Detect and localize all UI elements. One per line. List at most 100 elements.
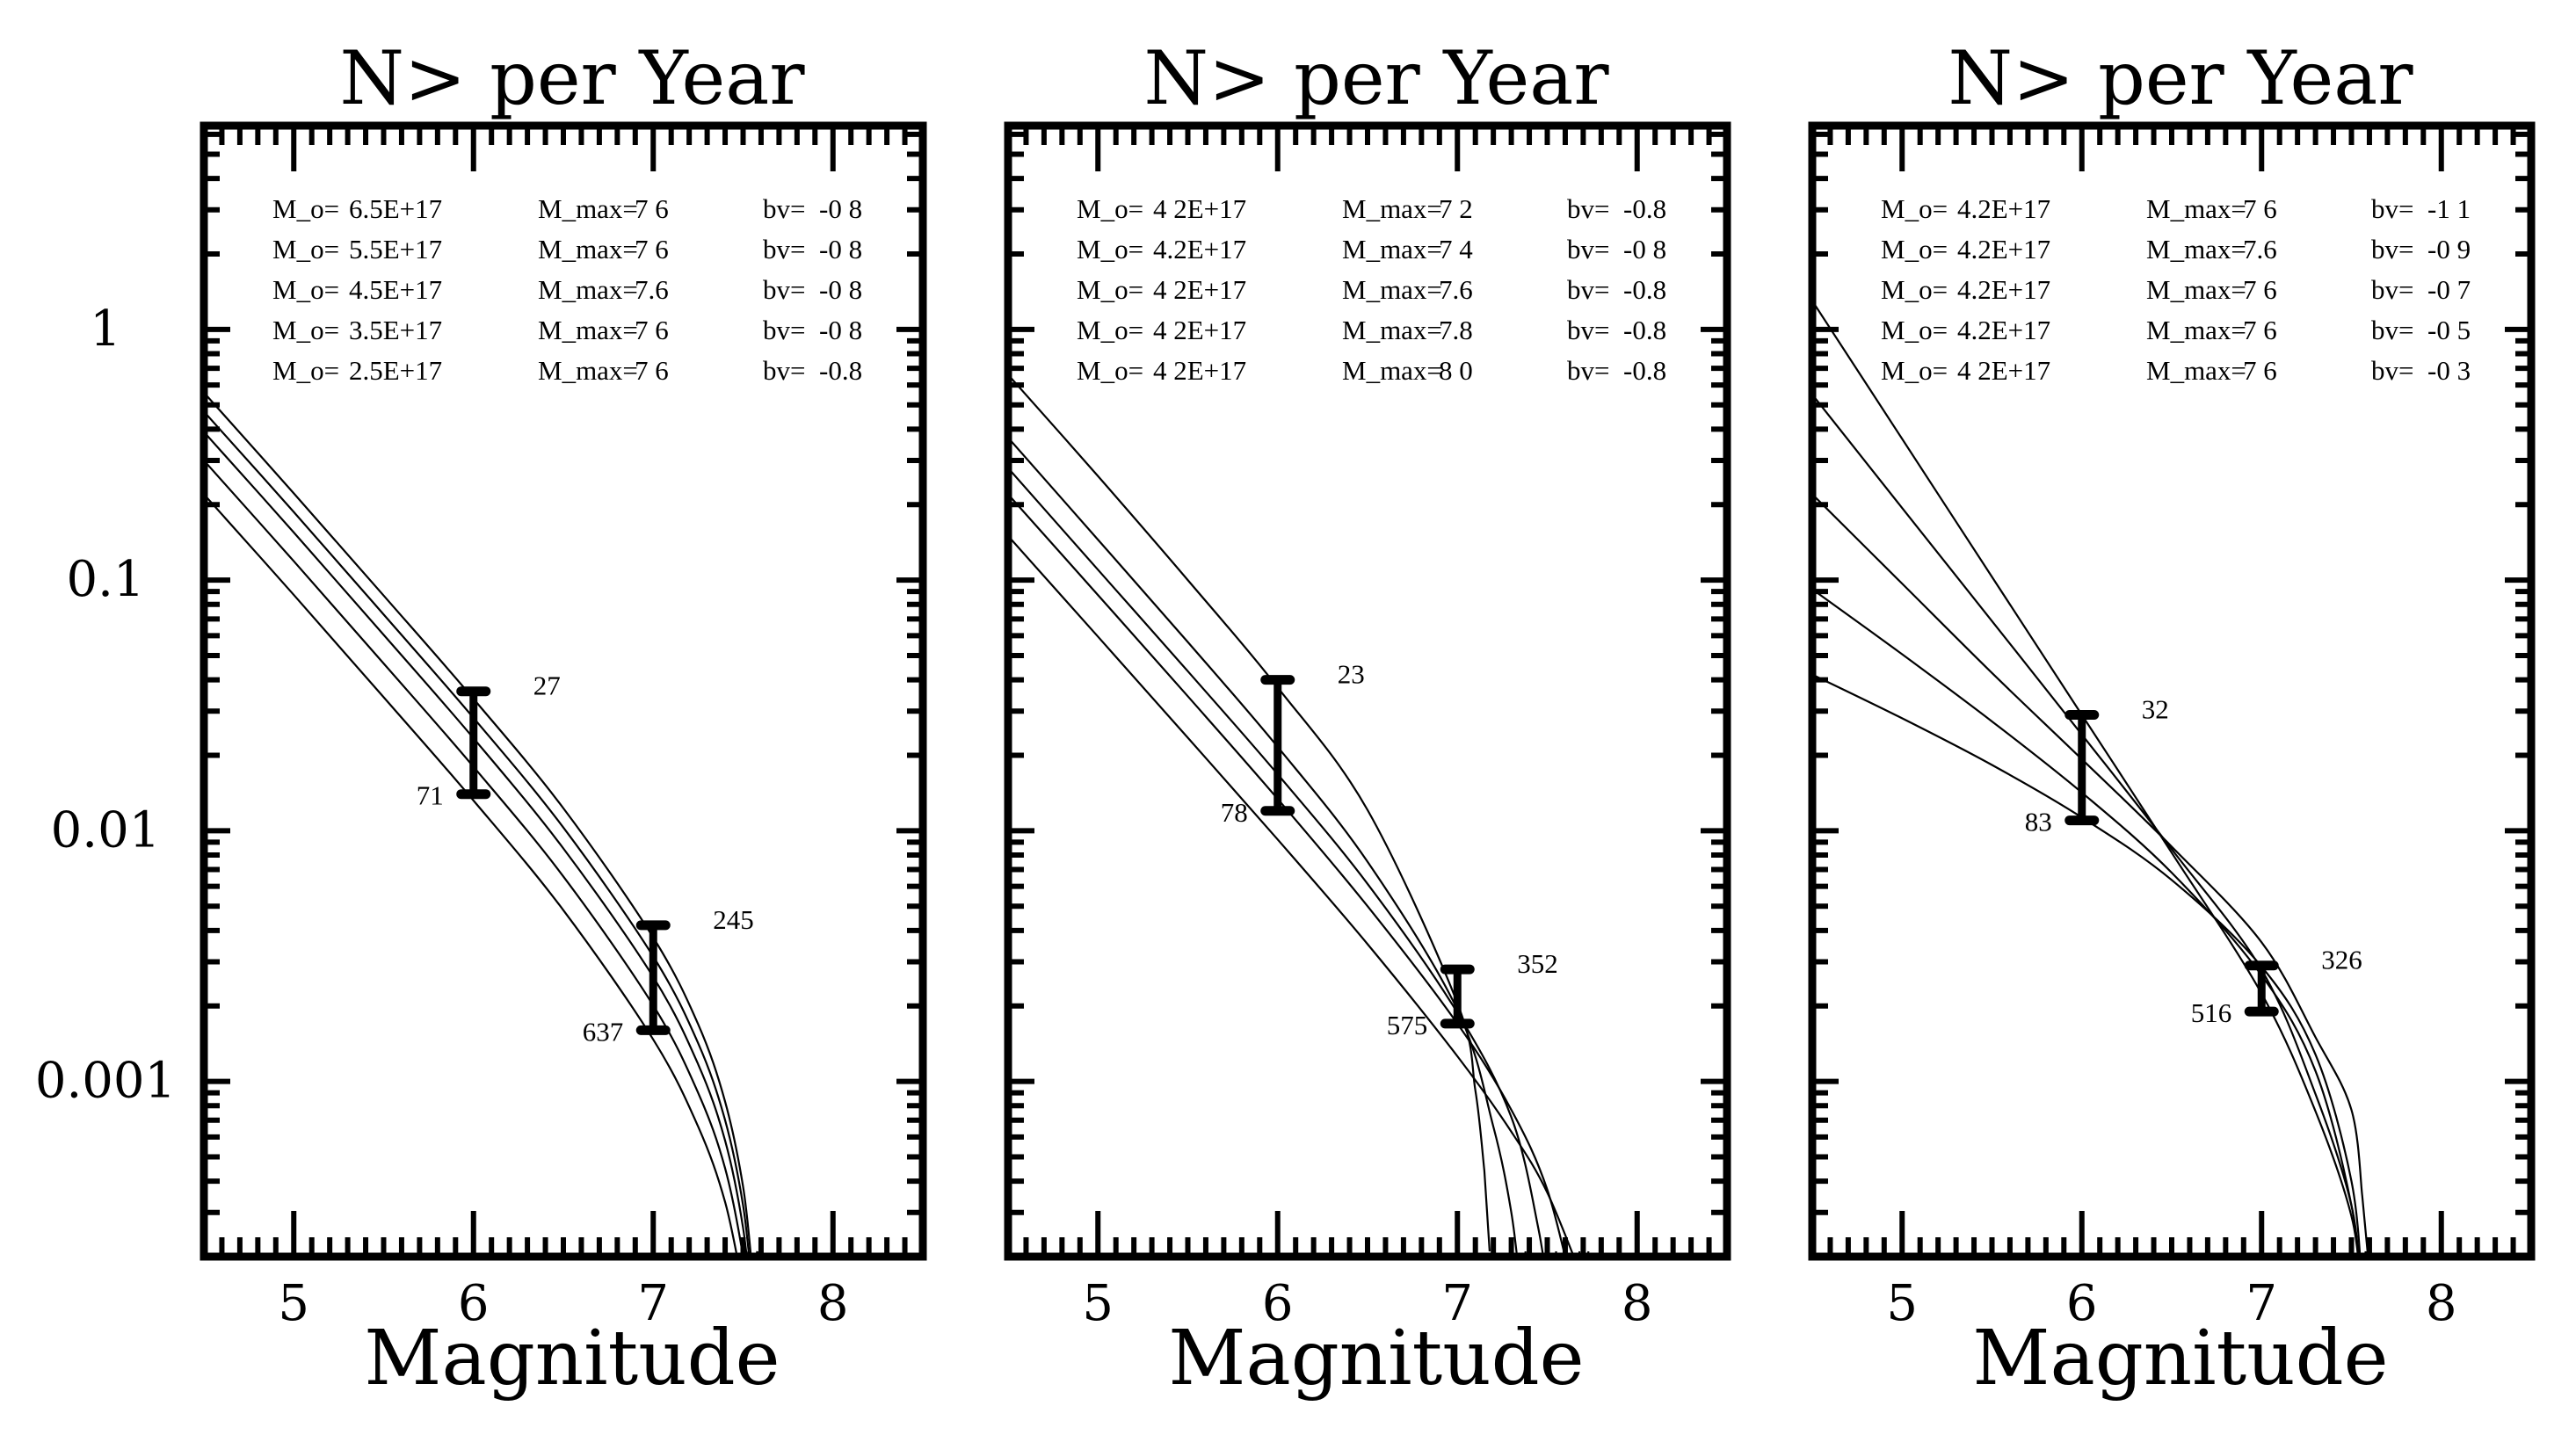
chart-title: N> per Year: [1948, 35, 2413, 121]
annotation-low: 71: [417, 780, 444, 811]
legend-bv-key: bv=: [763, 315, 805, 345]
legend-bv-key: bv=: [763, 193, 805, 224]
series-line-4: [1812, 588, 2369, 1257]
legend-bv-value: -0 5: [2427, 315, 2471, 345]
series-line-4: [204, 460, 758, 1257]
legend-mo-value: 5.5E+17: [349, 234, 442, 265]
series-line-3: [1008, 467, 1557, 1257]
legend-bv-key: bv=: [2371, 193, 2413, 224]
chart-title: N> per Year: [339, 35, 805, 121]
legend-mo-value: 4.2E+17: [1957, 274, 2050, 305]
x-tick-label: 8: [2426, 1275, 2457, 1332]
x-tick-label: 6: [1262, 1275, 1294, 1332]
legend-mmax-key: M_max=: [2146, 274, 2246, 305]
legend-mmax-value: 7 6: [2243, 315, 2277, 345]
plot-frame: [1004, 121, 1731, 1261]
series-line-3: [1812, 493, 2369, 1252]
legend-row: M_o= 2.5E+17 M_max=7 6 bv= -0.8: [272, 355, 862, 386]
legend-mmax-key: M_max=: [1342, 274, 1442, 305]
x-axis-label: Magnitude: [1168, 1315, 1584, 1402]
legend-mo-value: 4.2E+17: [1957, 193, 2050, 224]
legend-row: M_o= 4 2E+17 M_max=7.8 bv= -0.8: [1077, 315, 1666, 345]
legend-mo-value: 4 2E+17: [1153, 355, 1246, 386]
legend-mo-key: M_o=: [1881, 355, 1948, 386]
x-tick-label: 6: [458, 1275, 490, 1332]
annotation-low: 516: [2191, 997, 2232, 1028]
legend-bv-key: bv=: [2371, 234, 2413, 265]
error-bar: [1440, 964, 1475, 1029]
legend-row: M_o= 4.2E+17 M_max=7.6 bv= -0 9: [1881, 234, 2471, 265]
legend-mo-key: M_o=: [272, 315, 339, 345]
legend-mo-key: M_o=: [272, 355, 339, 386]
legend-row: M_o= 4 2E+17 M_max=7 2 bv= -0.8: [1077, 193, 1666, 224]
legend: M_o= 6.5E+17 M_max=7 6 bv= -0 8M_o= 5.5E+17 M_…: [272, 193, 862, 386]
legend-mmax-value: 7 6: [2243, 274, 2277, 305]
legend-bv-key: bv=: [763, 274, 805, 305]
y-tick-label: 0.1: [66, 551, 144, 608]
error-bar: [456, 686, 491, 800]
x-tick-label: 7: [2246, 1275, 2277, 1332]
legend-row: M_o= 6.5E+17 M_max=7 6 bv= -0 8: [272, 193, 862, 224]
legend-bv-key: bv=: [2371, 274, 2413, 305]
legend-row: M_o= 4 2E+17 M_max=7 6 bv= -0 3: [1881, 355, 2471, 386]
x-axis-label: Magnitude: [1972, 1315, 2388, 1402]
error-bar: [635, 920, 671, 1035]
chart-title: N> per Year: [1143, 35, 1609, 121]
legend-bv-key: bv=: [1567, 193, 1609, 224]
legend-bv-key: bv=: [1567, 315, 1609, 345]
legend-mmax-key: M_max=: [1342, 234, 1442, 265]
series-line-4: [1008, 493, 1581, 1257]
legend-mo-value: 2.5E+17: [349, 355, 442, 386]
series-line-1: [204, 391, 758, 1257]
series-group: [1812, 300, 2369, 1257]
plot-frame: [1808, 121, 2536, 1261]
series-line-1: [1008, 373, 1491, 1252]
legend-bv-value: -0.8: [819, 355, 862, 386]
legend-mo-value: 4.2E+17: [1957, 234, 2050, 265]
legend-row: M_o= 4.2E+17 M_max=7 6 bv= -0 5: [1881, 315, 2471, 345]
legend-mo-value: 3.5E+17: [349, 315, 442, 345]
annotation-high: 245: [713, 904, 754, 935]
legend-mmax-value: 7.6: [635, 274, 669, 305]
annotation-high: 27: [533, 670, 561, 701]
legend-mmax-key: M_max=: [2146, 355, 2246, 386]
series-line-5: [1008, 535, 1590, 1257]
legend: M_o= 4 2E+17 M_max=7 2 bv= -0.8M_o= 4.2E+17 M_…: [1077, 193, 1666, 386]
legend-bv-value: -0 8: [819, 193, 862, 224]
series-line-5: [1812, 673, 2369, 1257]
y-tick-label: 0.001: [35, 1053, 176, 1110]
series-line-5: [204, 493, 750, 1257]
legend-row: M_o= 4.5E+17 M_max=7.6 bv= -0 8: [272, 274, 862, 305]
legend-mmax-value: 7 6: [635, 315, 669, 345]
x-tick-label: 7: [637, 1275, 669, 1332]
legend-bv-key: bv=: [1567, 274, 1609, 305]
x-tick-label: 7: [1441, 1275, 1473, 1332]
annotation-low: 78: [1221, 797, 1248, 828]
legend-bv-value: -1 1: [2427, 193, 2471, 224]
panel-3: N> per Year Magnitude 5 6 7 8 32 83 326 516 M_o= 4.…: [1808, 35, 2536, 1402]
plot-frame: [200, 121, 927, 1261]
legend-row: M_o= 4 2E+17 M_max=7.6 bv= -0.8: [1077, 274, 1666, 305]
legend-bv-key: bv=: [1567, 355, 1609, 386]
legend-bv-value: -0 3: [2427, 355, 2471, 386]
legend-mo-value: 4 2E+17: [1153, 193, 1246, 224]
series-line-2: [204, 410, 758, 1257]
legend-mo-value: 4.5E+17: [349, 274, 442, 305]
series-line-1: [1812, 300, 2367, 1257]
legend-mmax-value: 7 6: [635, 234, 669, 265]
legend-row: M_o= 4.2E+17 M_max=7 4 bv= -0 8: [1077, 234, 1666, 265]
legend-bv-value: -0.8: [1623, 193, 1666, 224]
legend-mmax-key: M_max=: [538, 355, 638, 386]
annotation-low: 637: [583, 1016, 624, 1047]
legend-mo-key: M_o=: [1881, 274, 1948, 305]
x-tick-label: 5: [1886, 1275, 1918, 1332]
legend-mmax-key: M_max=: [2146, 234, 2246, 265]
legend-mo-value: 4 2E+17: [1153, 315, 1246, 345]
annotation-high: 23: [1338, 659, 1365, 690]
legend-mmax-key: M_max=: [538, 234, 638, 265]
legend-row: M_o= 4.2E+17 M_max=7 6 bv= -1 1: [1881, 193, 2471, 224]
annotation-low: 575: [1387, 1010, 1428, 1040]
legend-row: M_o= 3.5E+17 M_max=7 6 bv= -0 8: [272, 315, 862, 345]
legend-mo-value: 4.2E+17: [1153, 234, 1246, 265]
